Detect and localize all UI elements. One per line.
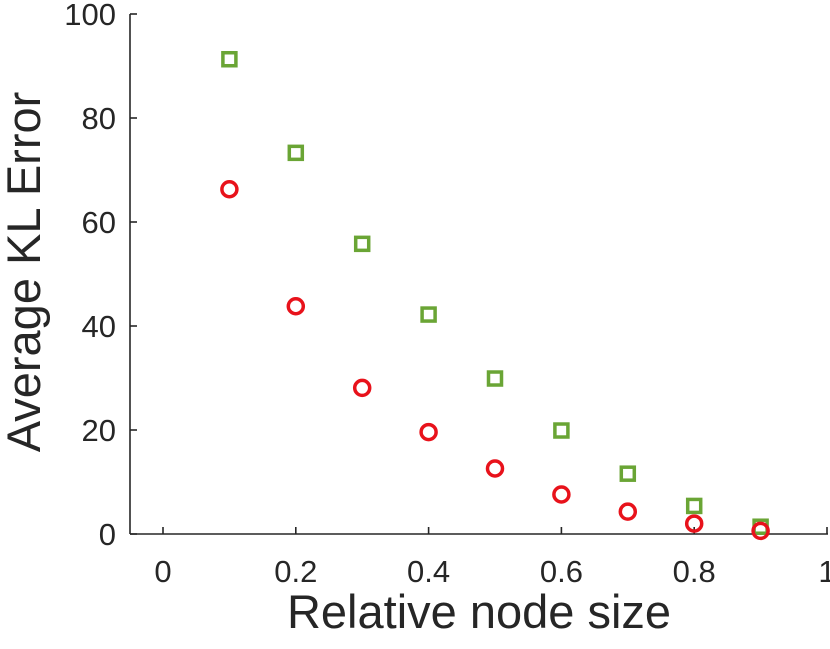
y-tick-label: 0 xyxy=(99,517,116,552)
circle-marker xyxy=(419,422,438,442)
x-tick-label: 0 xyxy=(154,554,171,589)
circle-marker xyxy=(220,179,239,199)
square-marker xyxy=(287,144,305,162)
x-tick-label: 0.8 xyxy=(673,554,716,589)
circle-marker xyxy=(751,521,770,541)
plot-area: 0 20 40 60 80 100 0 0.2 0.4 0.6 0.8 1 xyxy=(64,0,830,589)
square-marker xyxy=(420,306,437,323)
y-tick-label: 40 xyxy=(82,309,116,344)
x-tick-label: 0.4 xyxy=(407,554,450,589)
circle-marker xyxy=(552,485,571,504)
square-marker xyxy=(553,422,570,439)
x-tick-label: 1 xyxy=(818,554,830,589)
y-tick-label: 80 xyxy=(82,101,116,136)
x-tick-label: 0.2 xyxy=(274,554,317,589)
square-marker xyxy=(619,465,637,482)
circle-marker xyxy=(684,514,704,533)
circle-marker xyxy=(286,296,306,316)
square-marker xyxy=(221,50,238,68)
circle-marker xyxy=(485,459,505,478)
x-axis-title: Relative node size xyxy=(287,585,671,638)
square-marker xyxy=(685,497,703,515)
square-marker xyxy=(486,370,504,387)
circle-marker xyxy=(618,502,638,521)
data-points xyxy=(220,50,770,541)
y-tick-label: 100 xyxy=(64,0,116,32)
y-tick-label: 60 xyxy=(82,205,116,240)
y-tick-label: 20 xyxy=(82,413,116,448)
y-axis-title: Average KL Error xyxy=(0,92,50,453)
y-axis-ticks: 0 20 40 60 80 100 xyxy=(64,0,137,552)
x-axis-ticks: 0 0.2 0.4 0.6 0.8 1 xyxy=(154,527,830,589)
circle-marker xyxy=(352,378,372,398)
x-tick-label: 0.6 xyxy=(540,554,583,589)
square-marker xyxy=(353,235,371,253)
